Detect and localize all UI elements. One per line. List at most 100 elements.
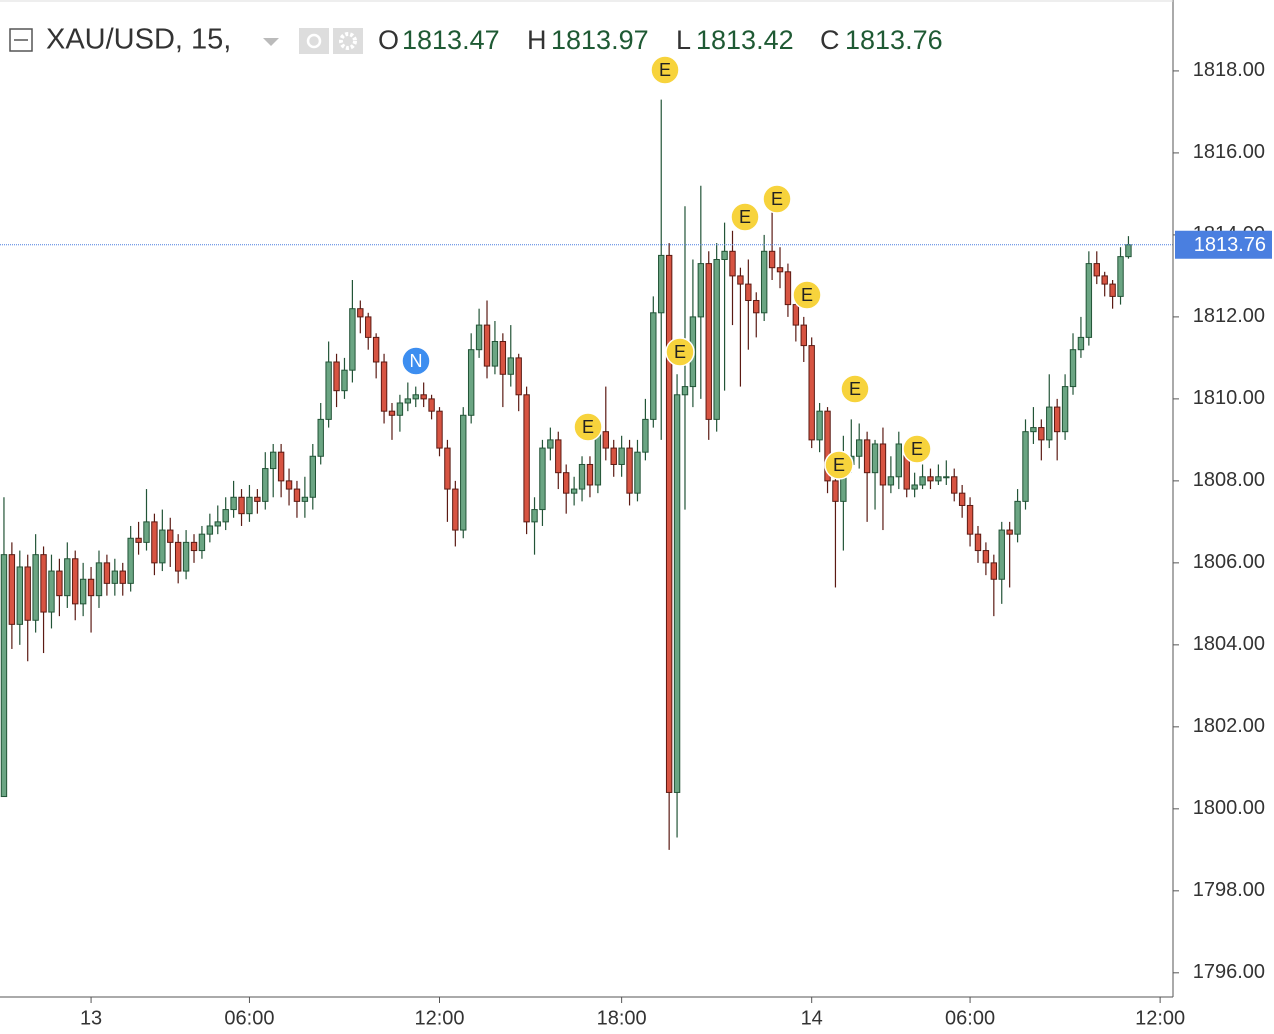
candle-body bbox=[24, 566, 31, 621]
candle-body bbox=[1077, 336, 1085, 351]
event-marker[interactable]: E bbox=[573, 412, 603, 442]
candle-body bbox=[325, 361, 332, 420]
candle-body bbox=[206, 525, 214, 535]
candle-body bbox=[270, 451, 277, 470]
event-label: E bbox=[659, 60, 671, 80]
candle-body bbox=[705, 263, 712, 420]
dropdown-arrow[interactable] bbox=[263, 38, 279, 46]
candle-body bbox=[262, 468, 269, 502]
open-label: O bbox=[378, 25, 399, 55]
candle-body bbox=[871, 443, 879, 474]
eye-icon-glyph bbox=[306, 33, 322, 49]
candle-body bbox=[760, 250, 768, 314]
event-label: E bbox=[739, 207, 751, 227]
settings-icon[interactable] bbox=[333, 28, 363, 54]
high-value: 1813.97 bbox=[551, 25, 649, 55]
eye-icon[interactable] bbox=[299, 28, 329, 54]
candle-body bbox=[483, 324, 491, 367]
x-tick-label: 06:00 bbox=[945, 1007, 995, 1029]
candle-body bbox=[151, 521, 158, 564]
candle-body bbox=[246, 496, 253, 515]
x-tick-label: 12:00 bbox=[414, 1007, 464, 1029]
candle-body bbox=[0, 554, 8, 798]
candle-body bbox=[48, 570, 55, 613]
candle-body bbox=[238, 496, 245, 515]
event-marker[interactable]: N bbox=[401, 346, 431, 376]
event-label: E bbox=[582, 417, 594, 437]
event-marker[interactable]: E bbox=[902, 434, 932, 464]
low-label: L bbox=[676, 25, 691, 55]
y-tick-label: 1816.00 bbox=[1193, 141, 1265, 163]
candle-body bbox=[1101, 275, 1108, 285]
close-label: C bbox=[820, 25, 840, 55]
candle-body bbox=[277, 451, 285, 482]
event-marker[interactable]: E bbox=[792, 280, 822, 310]
candle-body bbox=[436, 410, 443, 449]
candle-body bbox=[1046, 406, 1053, 441]
candle-body bbox=[792, 304, 800, 326]
candle-body bbox=[341, 369, 348, 392]
event-marker[interactable]: E bbox=[650, 55, 680, 85]
candle-body bbox=[174, 541, 182, 572]
candle-body bbox=[56, 570, 63, 597]
candle-body bbox=[563, 472, 570, 494]
candle-body bbox=[452, 488, 459, 531]
candle-body bbox=[87, 578, 95, 597]
candle-body bbox=[135, 537, 142, 543]
candle-body bbox=[729, 250, 736, 277]
candle-body bbox=[190, 541, 198, 552]
candle-body bbox=[388, 410, 396, 416]
x-tick-label: 06:00 bbox=[224, 1007, 274, 1029]
event-circle bbox=[762, 184, 792, 214]
candle-body bbox=[182, 541, 190, 572]
candle-body bbox=[610, 447, 617, 465]
event-marker[interactable]: E bbox=[762, 184, 792, 214]
symbol: XAU/USD, 15, bbox=[46, 24, 231, 56]
high-label: H bbox=[527, 25, 547, 55]
candle-body bbox=[578, 463, 586, 490]
candle-body bbox=[79, 578, 87, 605]
candle-body bbox=[214, 521, 221, 527]
candle-body bbox=[856, 439, 863, 457]
candle-body bbox=[586, 463, 594, 486]
event-marker[interactable]: E bbox=[824, 450, 854, 480]
candle-body bbox=[753, 299, 760, 314]
event-label: E bbox=[911, 439, 923, 459]
x-tick-label: 14 bbox=[801, 1007, 823, 1029]
collapse-icon[interactable] bbox=[9, 28, 33, 52]
x-tick-label: 12:00 bbox=[1135, 1007, 1185, 1029]
candle-body bbox=[1030, 427, 1037, 433]
candle-body bbox=[301, 496, 309, 502]
candle-body bbox=[1085, 263, 1093, 338]
candle-body bbox=[1061, 386, 1069, 433]
event-circle bbox=[824, 450, 854, 480]
y-tick-label: 1818.00 bbox=[1193, 59, 1265, 81]
event-circle bbox=[840, 374, 870, 404]
candle-body bbox=[222, 509, 229, 523]
candle-body bbox=[317, 418, 324, 457]
event-label: E bbox=[801, 285, 813, 305]
candle-body bbox=[816, 410, 823, 441]
candle-body bbox=[745, 283, 752, 301]
candle-body bbox=[911, 484, 918, 490]
settings-icon-glyph bbox=[339, 32, 357, 50]
candle-body bbox=[372, 336, 380, 363]
candle-body bbox=[16, 566, 23, 625]
candle-body bbox=[1006, 529, 1013, 535]
y-tick-label: 1798.00 bbox=[1193, 879, 1265, 901]
event-marker[interactable]: E bbox=[840, 374, 870, 404]
candle-body bbox=[293, 488, 301, 502]
event-marker[interactable]: E bbox=[665, 337, 695, 367]
legend-header: XAU/USD, 15, O 1813.47 H 1813.97 L 1813.… bbox=[9, 24, 943, 56]
event-marker[interactable]: E bbox=[730, 202, 760, 232]
candle-body bbox=[72, 558, 79, 605]
close-value: 1813.76 bbox=[845, 25, 943, 55]
candle-body bbox=[127, 537, 134, 584]
candle-body bbox=[103, 562, 111, 584]
event-circle bbox=[401, 346, 431, 376]
open-value: 1813.47 bbox=[402, 25, 500, 55]
candle-body bbox=[539, 447, 546, 511]
candle-body bbox=[1014, 500, 1021, 535]
candle-body bbox=[555, 439, 562, 474]
candle-body bbox=[1093, 263, 1100, 277]
